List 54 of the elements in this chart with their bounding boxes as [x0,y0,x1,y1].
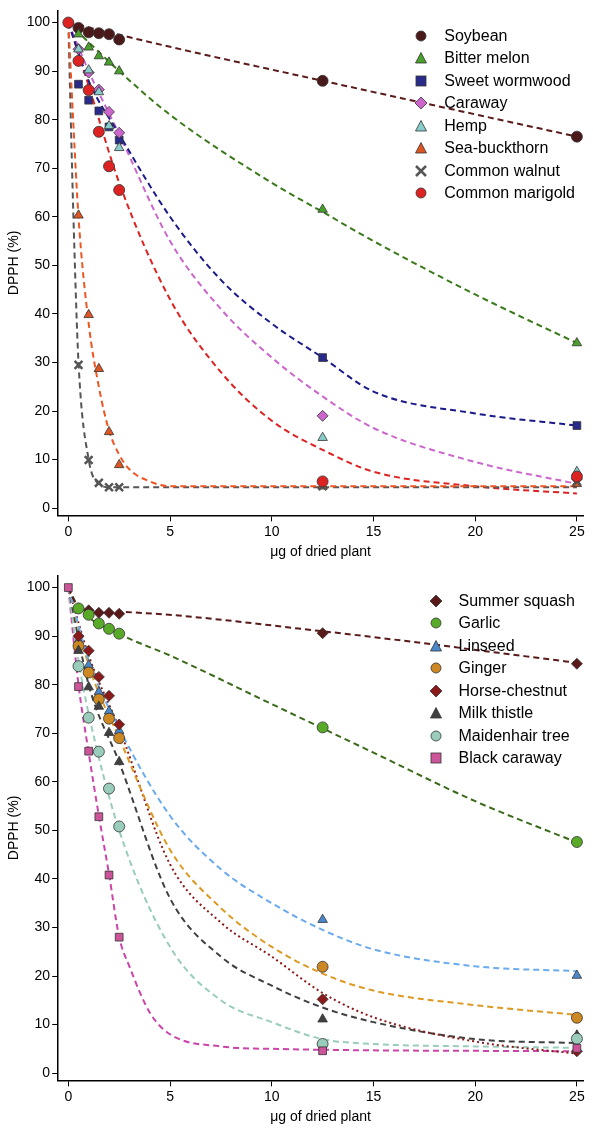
y-tick-label: 60 [34,772,51,789]
x-tick-label: 15 [365,1087,382,1104]
y-tick-label: 80 [34,675,51,692]
x-tick-label: 5 [166,1087,175,1104]
legend-label: Hemp [444,116,487,135]
legend-label: Caraway [444,94,508,113]
y-tick-label: 30 [34,353,51,370]
y-tick-label: 50 [34,256,51,273]
y-tick-label: 50 [34,821,51,838]
y-tick-label: 80 [34,110,51,127]
legend-label: Summer squash [458,591,575,610]
legend-label: Milk thistle [458,704,534,723]
y-tick-label: 0 [42,1063,51,1080]
x-tick-label: 5 [166,522,175,539]
y-tick-label: 40 [34,869,51,886]
legend-label: Garlic [458,614,501,633]
legend-label: Bitter melon [444,49,530,68]
legend-label: Black caraway [458,749,562,768]
y-tick-label: 30 [34,918,51,935]
x-tick-label: 25 [569,1087,585,1104]
y-tick-label: 20 [34,966,51,983]
legend-label: Sea-buckthorn [444,139,549,158]
y-tick-label: 10 [34,1015,51,1032]
y-tick-label: 60 [34,207,51,224]
y-tick-label: 70 [34,724,51,741]
x-tick-label: 25 [569,522,585,539]
y-tick-label: 90 [34,61,51,78]
y-tick-label: 100 [26,578,51,595]
x-tick-label: 20 [467,1087,484,1104]
legend-label: Ginger [458,659,507,678]
x-tick-label: 0 [64,522,73,539]
x-axis-title: μg of dried plant [270,543,372,560]
x-tick-label: 20 [467,522,484,539]
x-tick-label: 10 [263,1087,280,1104]
x-axis-title: μg of dried plant [270,1108,372,1125]
y-tick-label: 10 [34,450,51,467]
y-tick-label: 70 [34,159,51,176]
x-tick-label: 10 [263,522,280,539]
x-tick-label: 0 [64,1087,73,1104]
y-tick-label: 0 [42,498,51,515]
y-tick-label: 90 [34,626,51,643]
y-axis-title: DPPH (%) [5,230,22,296]
legend-label: Soybean [444,26,508,45]
y-tick-label: 40 [34,304,51,321]
x-tick-label: 15 [365,522,382,539]
legend-label: Common walnut [444,161,560,180]
y-axis-title: DPPH (%) [5,795,22,861]
legend-label: Linseed [458,636,515,655]
legend-label: Maidenhair tree [458,726,570,745]
y-tick-label: 20 [34,401,51,418]
legend-label: Common marigold [444,184,575,203]
y-tick-label: 100 [26,13,51,30]
legend-label: Horse-chestnut [458,681,567,700]
legend-label: Sweet wormwood [444,71,571,90]
